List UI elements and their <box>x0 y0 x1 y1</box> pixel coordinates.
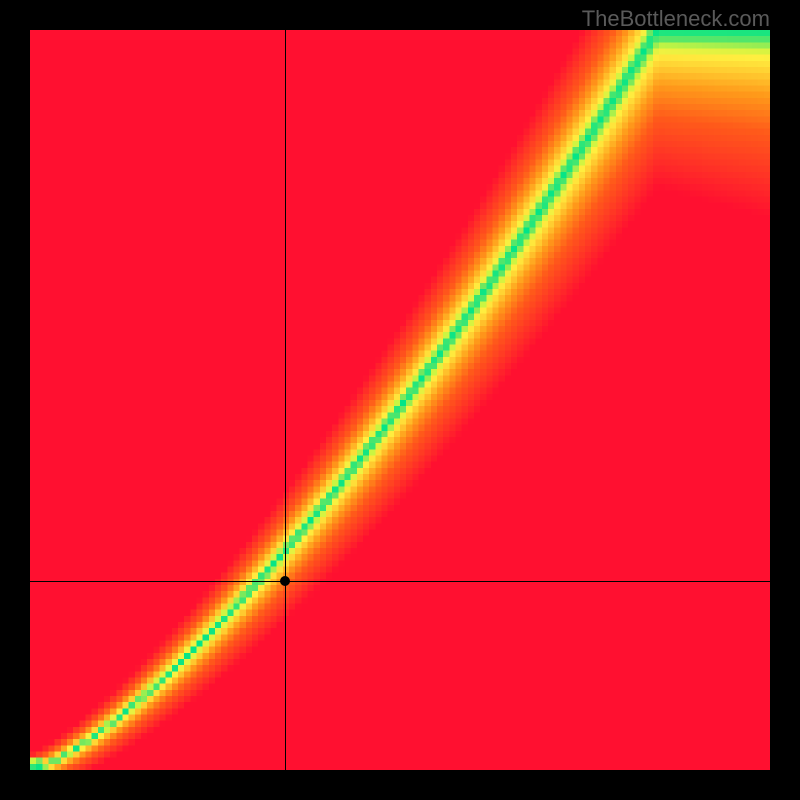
attribution-text: TheBottleneck.com <box>582 6 770 32</box>
bottleneck-heatmap <box>30 30 770 770</box>
plot-area <box>30 30 770 770</box>
